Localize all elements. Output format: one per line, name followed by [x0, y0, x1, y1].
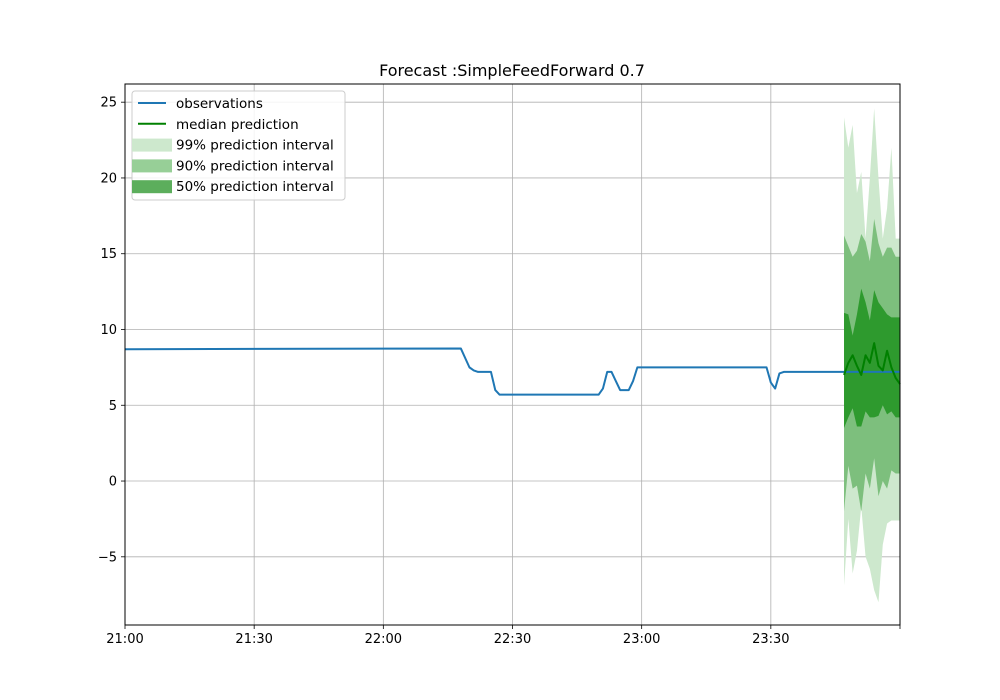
legend-patch-swatch — [132, 180, 172, 194]
x-tick-label: 21:30 — [235, 632, 272, 647]
y-tick-label: 20 — [100, 171, 117, 186]
x-tick-label: 22:30 — [494, 632, 531, 647]
legend-label: 90% prediction interval — [176, 158, 334, 174]
legend: observations median prediction 99% predict… — [131, 90, 346, 201]
legend-label: 99% prediction interval — [176, 138, 334, 154]
prediction-interval-50 — [844, 288, 900, 428]
median-line — [843, 342, 901, 385]
legend-label: median prediction — [176, 117, 299, 133]
observations-series — [124, 347, 900, 396]
x-tick-label: 23:00 — [623, 632, 660, 647]
x-axis: 21:00 21:30 22:00 22:30 23:00 23:30 — [106, 625, 901, 647]
y-tick-label: 25 — [100, 96, 117, 111]
y-tick-label: 0 — [109, 475, 117, 490]
y-tick-label: 15 — [100, 247, 117, 262]
legend-label: observations — [176, 96, 263, 112]
grid — [124, 84, 901, 625]
legend-patch-swatch — [132, 138, 172, 152]
x-tick-label: 22:00 — [365, 632, 402, 647]
y-tick-label: 5 — [109, 399, 117, 414]
legend-patch-swatch — [132, 159, 172, 173]
pi50-band — [844, 288, 900, 428]
observations-line — [124, 347, 900, 396]
x-tick-label: 21:00 — [106, 632, 143, 647]
chart-title: Forecast :SimpleFeedForward 0.7 — [379, 61, 645, 80]
y-tick-label: −5 — [98, 550, 117, 565]
legend-label: 50% prediction interval — [176, 179, 334, 195]
y-tick-label: 10 — [100, 323, 117, 338]
x-tick-label: 23:30 — [752, 632, 789, 647]
median-prediction-series — [843, 342, 901, 385]
y-axis: −5 0 5 10 15 20 25 — [98, 96, 125, 565]
